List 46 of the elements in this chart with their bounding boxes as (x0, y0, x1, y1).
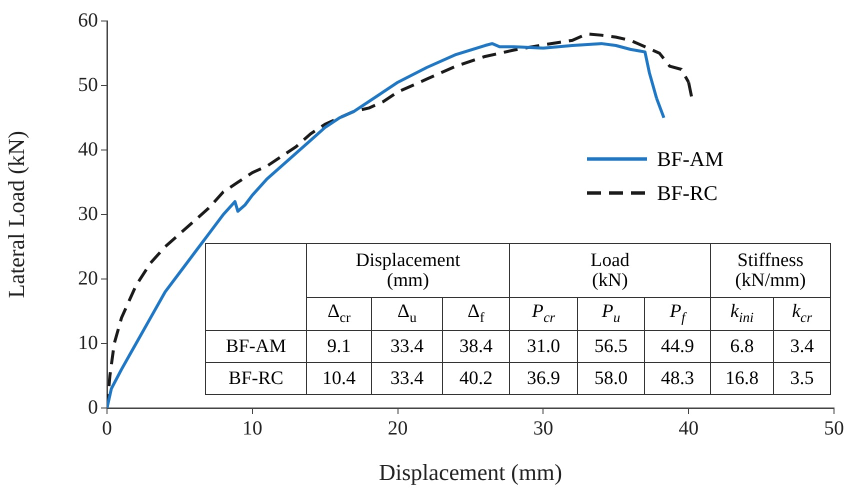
annotation: 10.4 (306, 362, 372, 394)
annotation: 3.4 (774, 330, 830, 362)
y-tick-label: 40 (78, 138, 98, 160)
annotation: P$_{f}$ (644, 298, 710, 330)
annotation: 38.4 (442, 330, 510, 362)
annotation: 56.5 (578, 330, 644, 362)
annotation: k$_{ini}$ (710, 298, 774, 330)
annotation: k$_{cr}$ (774, 298, 830, 330)
x-tick-label: 40 (678, 417, 699, 440)
annotation: 48.3 (644, 362, 710, 394)
x-tick-label: 0 (102, 417, 112, 440)
y-tick-label: 0 (88, 396, 98, 418)
annotation: Stiffness (kN/mm) (710, 244, 830, 298)
annotation: 3.5 (774, 362, 830, 394)
annotation: P$_{cr}$ (510, 298, 578, 330)
annotation: Load (kN) (510, 244, 710, 298)
annotation: 58.0 (578, 362, 644, 394)
annotation: BF-AM (206, 330, 306, 362)
y-tick-label: 30 (78, 202, 98, 225)
annotation: 44.9 (644, 330, 710, 362)
annotation: 40.2 (442, 362, 510, 394)
x-axis-title: Displacement (mm) (378, 460, 562, 486)
annotation: 36.9 (510, 362, 578, 394)
annotation: P$_{u}$ (578, 298, 644, 330)
annotation: Displacement (mm) (306, 244, 510, 298)
y-tick-label: 20 (78, 267, 98, 290)
annotation: Δ$_{f}$ (442, 298, 510, 330)
annotation: 6.8 (710, 330, 774, 362)
annotation: 9.1 (306, 330, 372, 362)
y-tick-label: 10 (78, 332, 98, 354)
annotation: 31.0 (510, 330, 578, 362)
x-tick-label: 20 (388, 417, 408, 440)
annotation: BF-RC (206, 362, 306, 394)
annotation: Δ$_{u}$ (372, 298, 442, 330)
annotation: 33.4 (372, 362, 442, 394)
annotation: Δ$_{cr}$ (306, 298, 372, 330)
y-tick-label: 50 (78, 74, 98, 96)
y-tick-label: 60 (78, 9, 98, 32)
x-tick-label: 10 (242, 417, 262, 440)
annotation: 33.4 (372, 330, 442, 362)
legend-label: BF-AM (657, 146, 724, 172)
legend-label: BF-RC (657, 180, 718, 206)
x-tick-label: 50 (824, 417, 844, 440)
x-tick-label: 30 (533, 417, 554, 440)
y-axis-title: Lateral Load (kN) (4, 130, 29, 298)
annotation: 16.8 (710, 362, 774, 394)
